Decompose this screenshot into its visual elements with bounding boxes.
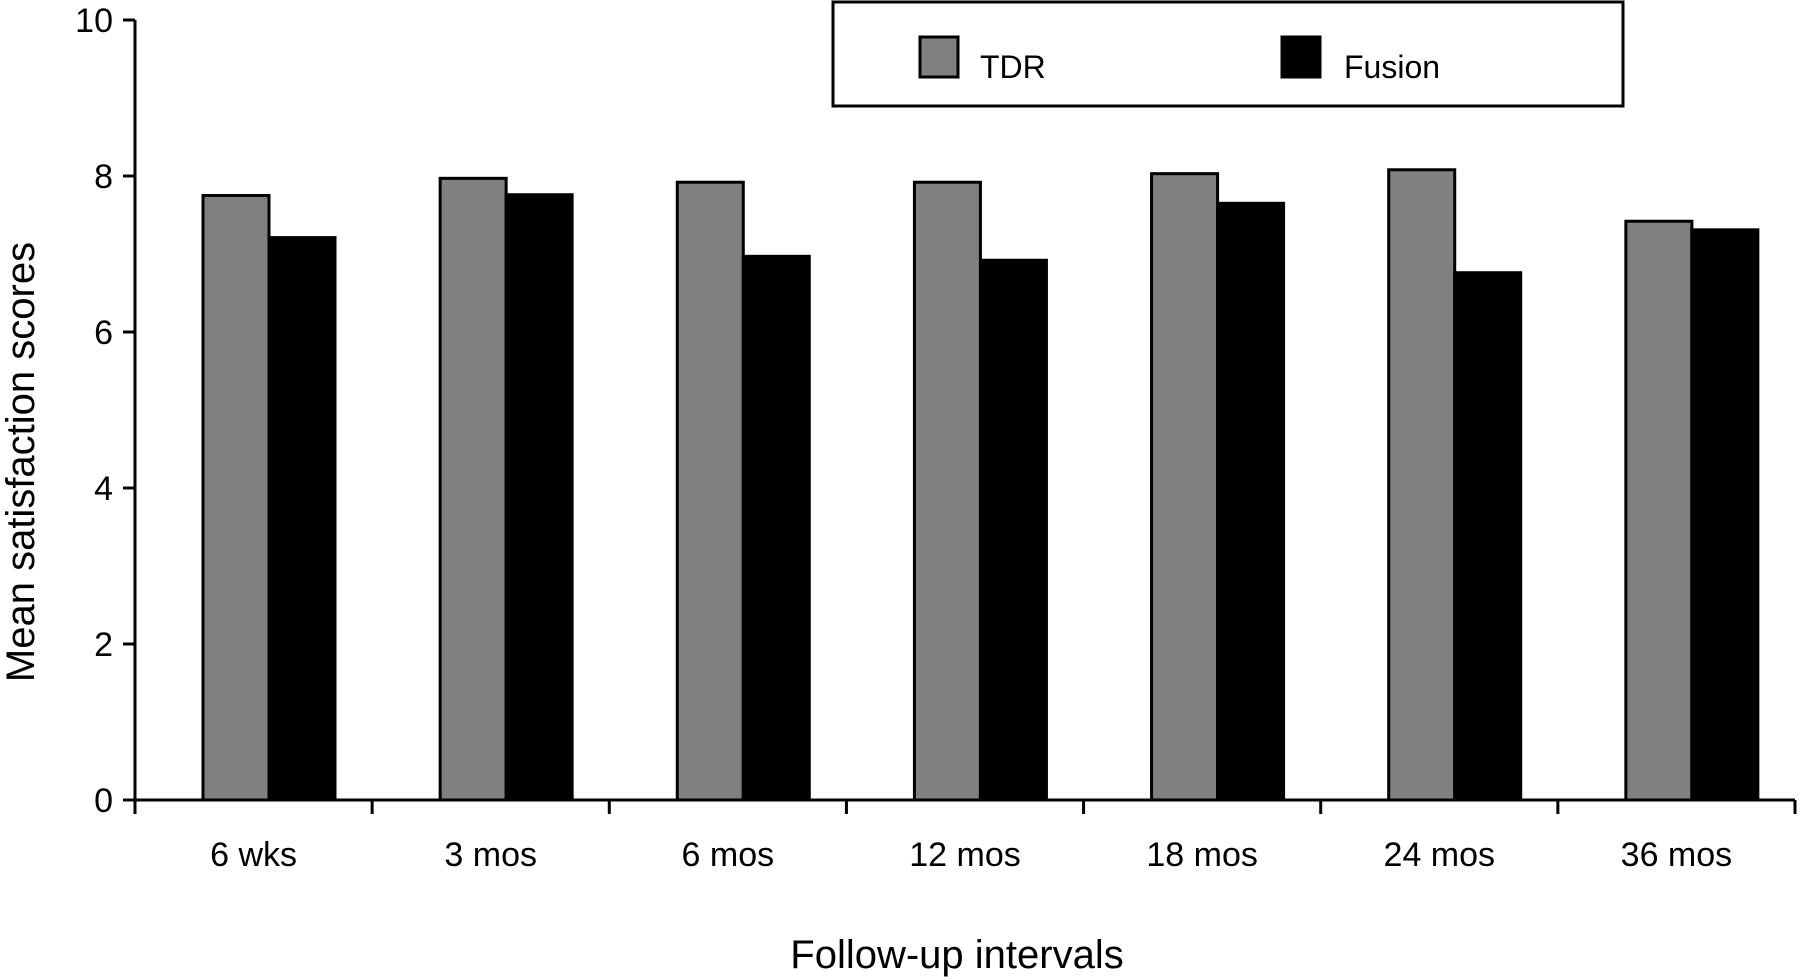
x-tick-label: 6 wks: [210, 836, 297, 874]
y-tick-label: 8: [94, 158, 113, 196]
x-tick-label: 3 mos: [444, 836, 537, 874]
bar-tdr: [1624, 219, 1694, 802]
legend-box: [831, 0, 1625, 108]
x-tick-label: 24 mos: [1384, 836, 1496, 874]
x-tick-label: 6 mos: [682, 836, 775, 874]
y-ticks: 0 2 4 6 8 10: [75, 2, 135, 820]
x-tick-label: 12 mos: [909, 836, 1021, 874]
legend-swatch-tdr: [918, 35, 960, 79]
y-tick-label: 2: [94, 626, 113, 664]
bar-tdr: [201, 194, 271, 802]
bar-fusion: [978, 258, 1048, 802]
bars-layer: [201, 168, 1760, 802]
y-tick-label: 4: [94, 470, 113, 508]
x-axis-title: Follow-up intervals: [790, 933, 1123, 977]
bar-tdr: [1150, 172, 1220, 802]
legend-label-fusion: Fusion: [1344, 49, 1440, 85]
x-ticks: 6 wks 3 mos 6 mos 12 mos 18 mos 24 mos 36 mos: [133, 800, 1797, 874]
bar-fusion: [267, 236, 337, 802]
x-tick-label: 36 mos: [1621, 836, 1733, 874]
legend-swatch-fusion: [1280, 35, 1322, 79]
y-tick-label: 6: [94, 314, 113, 352]
y-tick-label: 0: [94, 782, 113, 820]
bar-fusion: [1453, 271, 1523, 802]
legend-label-tdr: TDR: [980, 49, 1046, 85]
bar-tdr: [438, 176, 508, 802]
bar-tdr: [675, 180, 745, 802]
x-tick-label: 18 mos: [1146, 836, 1258, 874]
bar-fusion: [1216, 201, 1286, 802]
y-tick-label: 10: [75, 2, 113, 40]
legend: TDR Fusion: [831, 0, 1625, 108]
bar-fusion: [1690, 228, 1760, 802]
bar-fusion: [504, 193, 574, 802]
bar-fusion: [741, 254, 811, 802]
bar-tdr: [1387, 168, 1457, 802]
axes-layer: [133, 20, 1795, 802]
y-axis-title: Mean satisfaction scores: [0, 242, 43, 682]
bar-tdr: [912, 180, 982, 802]
